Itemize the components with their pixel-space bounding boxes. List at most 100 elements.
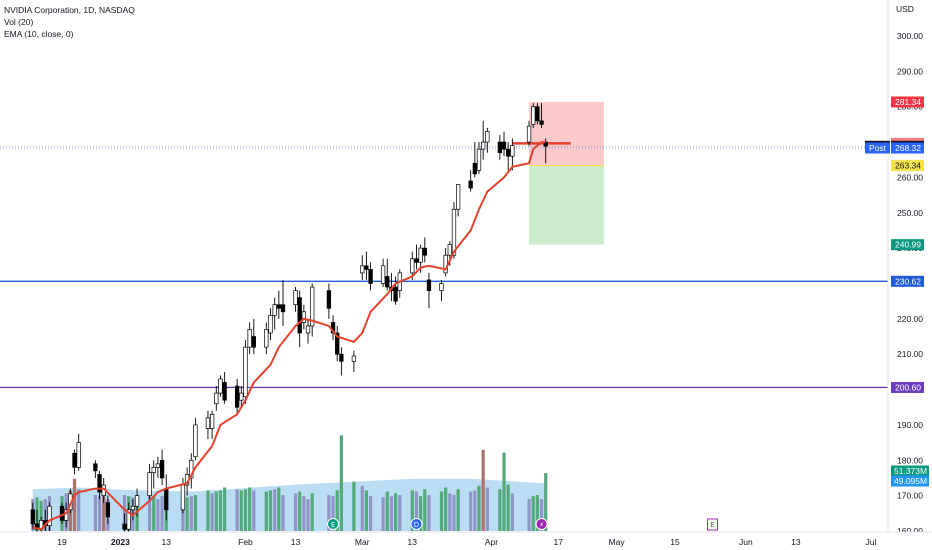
price-tick-label: 160.00 — [897, 526, 923, 536]
candle-body — [180, 484, 186, 511]
candle — [193, 417, 198, 461]
volume-bar — [439, 491, 444, 531]
candle-body — [164, 488, 169, 511]
event-marker-E: E — [327, 518, 340, 530]
volume-bar — [477, 485, 481, 531]
event-markers: E D ⚡ E — [327, 518, 719, 531]
ema-line — [32, 141, 546, 531]
price-tick-label: 260.00 — [897, 172, 923, 182]
candle-body — [97, 474, 102, 493]
candle-body — [247, 329, 252, 348]
candle-body — [414, 258, 419, 263]
candle — [214, 386, 219, 411]
candle — [247, 322, 252, 355]
volume-bar — [385, 491, 389, 531]
candle — [189, 453, 194, 489]
volume-bar — [339, 435, 343, 531]
price-label-text: 240.99 — [895, 240, 921, 250]
chart-legend: NVIDIA Corporation, 1D, NASDAQ Vol (20) … — [4, 4, 135, 40]
price-label-268.32: 268.32 Post — [865, 142, 924, 154]
time-tick-label: Mar — [355, 537, 370, 547]
candle-body — [339, 353, 344, 362]
volume-bar — [539, 499, 544, 531]
time-tick-label: 2023 — [111, 537, 130, 547]
event-marker-circle — [410, 518, 423, 530]
candle — [393, 276, 398, 305]
candle-body — [205, 417, 211, 429]
ema-indicator-title[interactable]: EMA (10, close, 0) — [4, 29, 74, 39]
candle-body — [126, 509, 131, 530]
time-tick-label: 13 — [791, 537, 801, 547]
candle — [155, 456, 161, 478]
volume-bar — [481, 449, 485, 531]
volume-bar — [394, 493, 398, 531]
volume-bar — [389, 496, 394, 531]
candle — [234, 378, 240, 415]
candle-body — [151, 467, 156, 474]
event-marker-letter: ⚡ — [539, 521, 544, 529]
candle-body — [293, 290, 298, 306]
volume-bar — [381, 497, 385, 531]
candle — [72, 449, 77, 475]
volume-bar — [485, 487, 489, 531]
candle — [456, 184, 461, 217]
candle-body — [239, 392, 244, 401]
candle — [239, 386, 244, 408]
volume-indicator-title[interactable]: Vol (20) — [4, 17, 34, 27]
time-tick-label: May — [609, 537, 626, 547]
candle-body — [159, 459, 165, 479]
time-tick-label: Jun — [739, 537, 753, 547]
candle — [301, 304, 307, 330]
candle-body — [506, 148, 511, 157]
earnings-marker — [707, 518, 719, 531]
candle — [222, 371, 227, 404]
candle — [122, 513, 127, 535]
volume-bar — [535, 495, 539, 531]
candle — [276, 290, 281, 319]
price-tick-label: 250.00 — [897, 208, 923, 218]
volume-bar — [97, 496, 102, 531]
candle — [130, 499, 136, 521]
candle-body — [222, 382, 227, 401]
candle-body — [209, 413, 215, 429]
candle-body — [251, 336, 256, 348]
volume-bar — [193, 495, 198, 531]
candle — [218, 375, 223, 397]
volume-bar — [298, 491, 302, 531]
candle — [297, 290, 302, 348]
time-tick-label: 13 — [408, 537, 418, 547]
candle — [360, 255, 365, 280]
candle — [506, 142, 511, 171]
candle-body — [301, 311, 307, 323]
price-tick-label: 180.00 — [897, 455, 923, 465]
candle-body — [297, 297, 302, 334]
candle-body — [234, 385, 240, 408]
price-tag-bg — [865, 142, 890, 154]
volume-bar — [335, 490, 339, 531]
volume-bar — [368, 496, 373, 531]
candle-body — [426, 279, 432, 291]
price-label-bg — [891, 160, 924, 172]
candle-body — [380, 265, 386, 284]
symbol-title[interactable]: NVIDIA Corporation, 1D, NASDAQ — [4, 5, 135, 15]
candle-body — [243, 346, 248, 397]
volume-bar — [414, 491, 419, 531]
candle-body — [510, 145, 515, 157]
candle-body — [130, 505, 136, 511]
volume-bar — [327, 495, 331, 531]
volume-bar — [160, 496, 164, 531]
volume-bar — [448, 493, 452, 531]
candle — [76, 433, 81, 471]
time-tick-label: 13 — [291, 537, 301, 547]
volume-bar — [77, 489, 81, 531]
candle — [351, 350, 357, 372]
volume-bar — [360, 485, 364, 531]
candle — [268, 308, 273, 341]
candle-body — [155, 463, 161, 468]
candle — [126, 502, 131, 535]
candle-body — [326, 290, 332, 309]
candle — [47, 502, 52, 531]
volume-bar — [281, 495, 285, 531]
time-tick-label: Feb — [238, 537, 253, 547]
